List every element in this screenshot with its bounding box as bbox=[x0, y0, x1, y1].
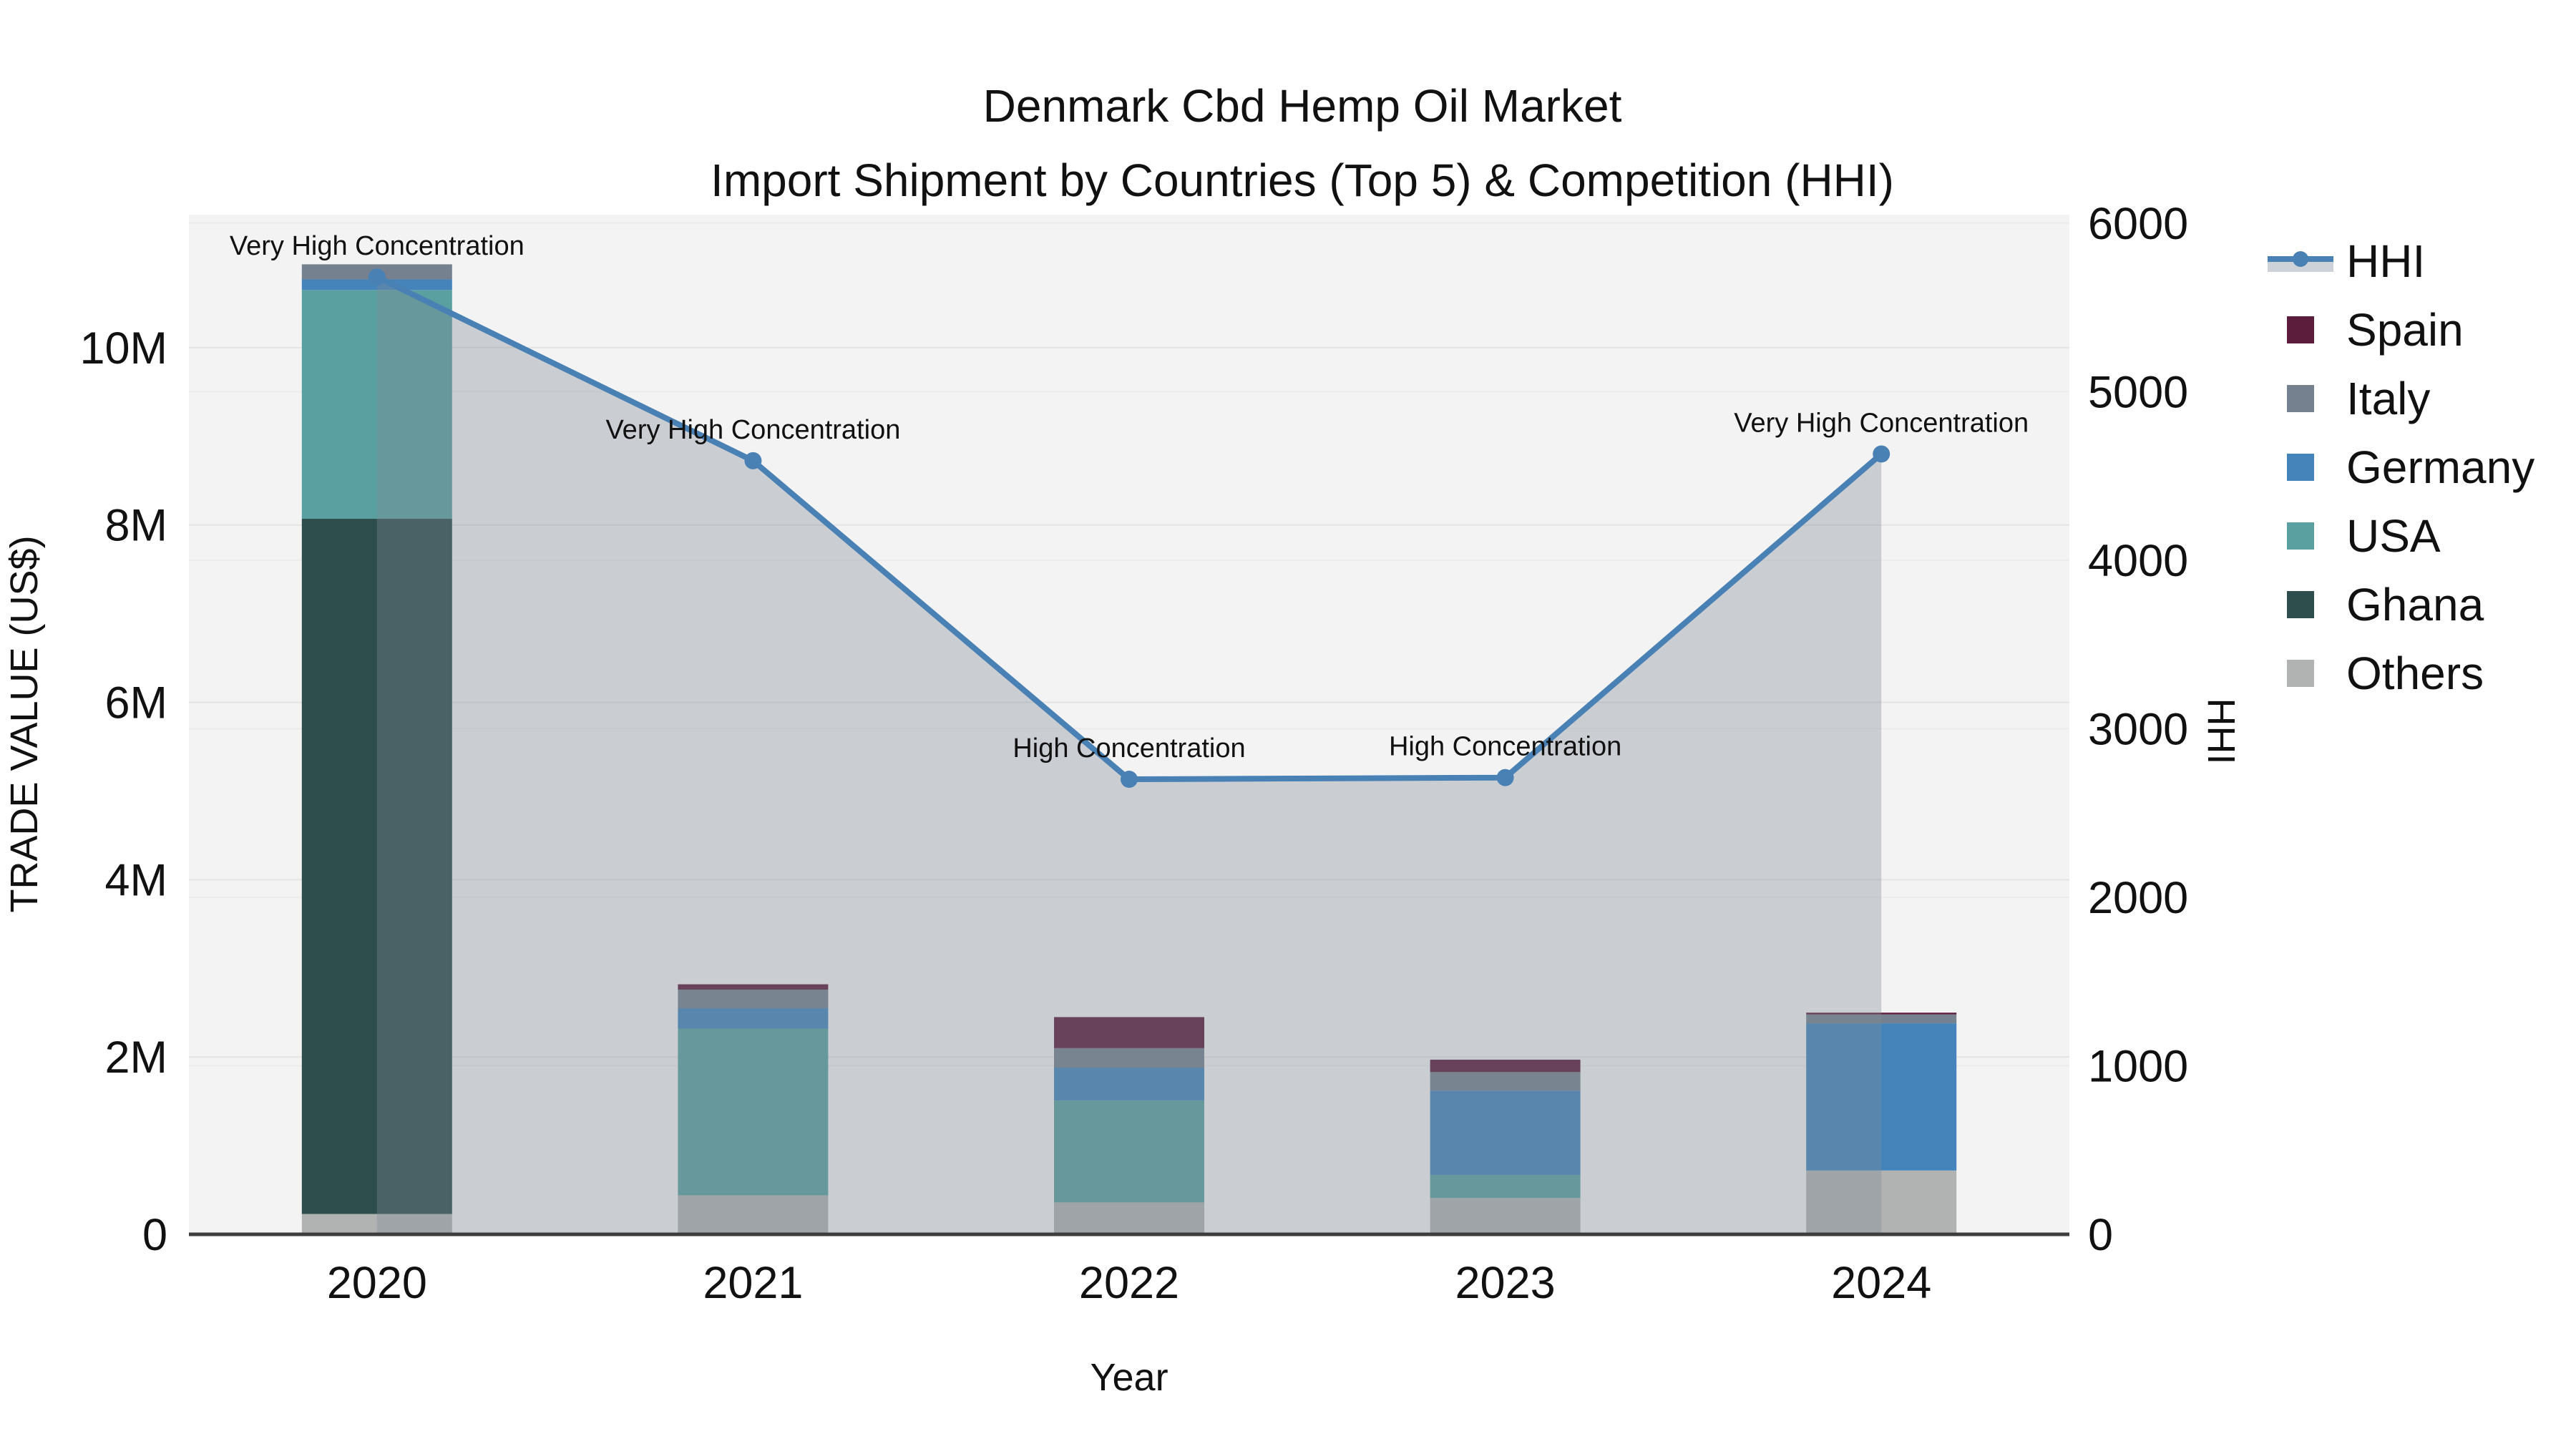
legend-label-others: Others bbox=[2346, 648, 2484, 699]
bar-2023-italy[interactable] bbox=[1430, 1072, 1581, 1091]
legend-item-others[interactable]: Others bbox=[2268, 639, 2534, 708]
annotation-2021: Very High Concentration bbox=[605, 415, 900, 445]
bar-2024-spain[interactable] bbox=[1806, 1013, 1957, 1015]
bar-2022-italy[interactable] bbox=[1054, 1048, 1204, 1068]
bar-2020-others[interactable] bbox=[301, 1214, 452, 1235]
hhi-marker-2021[interactable] bbox=[744, 452, 762, 469]
swatch-icon-spain bbox=[2268, 314, 2333, 346]
bar-2023-germany[interactable] bbox=[1430, 1091, 1581, 1175]
legend-label-germany: Germany bbox=[2346, 441, 2535, 493]
hhi-line-marker-icon bbox=[2268, 245, 2333, 277]
bar-2024-italy[interactable] bbox=[1806, 1014, 1957, 1024]
others-color-swatch bbox=[2287, 660, 2314, 687]
legend-item-hhi[interactable]: HHI bbox=[2268, 227, 2534, 296]
x-tick-2022: 2022 bbox=[1079, 1258, 1179, 1308]
swatch-icon-ghana bbox=[2268, 589, 2333, 620]
bar-2020-ghana[interactable] bbox=[301, 519, 452, 1214]
bar-2023-others[interactable] bbox=[1430, 1198, 1581, 1234]
x-tick-2020: 2020 bbox=[327, 1258, 427, 1308]
legend-item-spain[interactable]: Spain bbox=[2268, 296, 2534, 364]
hhi-marker-2023[interactable] bbox=[1496, 769, 1514, 786]
legend-label-italy: Italy bbox=[2346, 373, 2431, 424]
bar-2021-usa[interactable] bbox=[678, 1028, 829, 1196]
axes-layer: 0 2M 4M 6M 8M 10M 0 1000 2000 3000 4000 5000 6000 202… bbox=[79, 199, 2188, 1308]
bar-2021-italy[interactable] bbox=[678, 990, 829, 1009]
swatch-icon-usa bbox=[2268, 520, 2333, 552]
annotation-2024: Very High Concentration bbox=[1734, 408, 2029, 438]
swatch-icon-others bbox=[2268, 658, 2333, 689]
germany-color-swatch bbox=[2287, 454, 2314, 481]
ghana-color-swatch bbox=[2287, 591, 2314, 618]
spain-color-swatch bbox=[2287, 316, 2314, 343]
legend-item-germany[interactable]: Germany bbox=[2268, 433, 2534, 502]
bar-2024-germany[interactable] bbox=[1806, 1023, 1957, 1171]
bar-2024-others[interactable] bbox=[1806, 1170, 1957, 1234]
annotation-2022: High Concentration bbox=[1013, 733, 1245, 763]
y-right-tick-5000: 5000 bbox=[2088, 367, 2188, 417]
annotation-2023: High Concentration bbox=[1389, 732, 1621, 762]
gridline-layer bbox=[189, 222, 2069, 1067]
y-left-tick-0: 0 bbox=[142, 1210, 167, 1260]
usa-color-swatch bbox=[2287, 522, 2314, 550]
y-right-axis-title: HHI bbox=[2200, 698, 2243, 765]
y-right-tick-6000: 6000 bbox=[2088, 199, 2188, 249]
bar-2023-spain[interactable] bbox=[1430, 1059, 1581, 1073]
annotation-2020: Very High Concentration bbox=[230, 231, 525, 261]
legend-label-hhi: HHI bbox=[2346, 235, 2426, 287]
y-right-tick-4000: 4000 bbox=[2088, 536, 2188, 586]
annotations-layer: Very High Concentration Very High Concent… bbox=[230, 231, 2029, 763]
y-left-tick-4M: 4M bbox=[104, 855, 167, 905]
y-left-tick-2M: 2M bbox=[104, 1033, 167, 1083]
bar-2022-spain[interactable] bbox=[1054, 1017, 1204, 1048]
y-left-axis-title: TRADE VALUE (US$) bbox=[3, 535, 46, 912]
italy-color-swatch bbox=[2287, 385, 2314, 412]
y-left-tick-6M: 6M bbox=[104, 678, 167, 728]
swatch-icon-italy bbox=[2268, 383, 2333, 414]
bar-2021-germany[interactable] bbox=[678, 1008, 829, 1029]
legend: HHI Spain Italy Germany USA Ghana Others bbox=[2268, 227, 2534, 708]
hhi-line-layer bbox=[368, 268, 1890, 789]
x-tick-2023: 2023 bbox=[1455, 1258, 1556, 1308]
legend-item-ghana[interactable]: Ghana bbox=[2268, 570, 2534, 639]
y-left-tick-10M: 10M bbox=[79, 323, 167, 374]
y-right-tick-2000: 2000 bbox=[2088, 873, 2188, 923]
x-axis-title: Year bbox=[1090, 1356, 1168, 1399]
chart-subtitle: Import Shipment by Countries (Top 5) & C… bbox=[711, 155, 1894, 206]
bar-2022-usa[interactable] bbox=[1054, 1100, 1204, 1203]
x-tick-2024: 2024 bbox=[1831, 1258, 1931, 1308]
hhi-marker-2020[interactable] bbox=[368, 268, 386, 286]
bar-2023-usa[interactable] bbox=[1430, 1174, 1581, 1199]
hhi-marker-2022[interactable] bbox=[1121, 771, 1138, 789]
chart-title: Denmark Cbd Hemp Oil Market bbox=[983, 80, 1622, 132]
bar-2021-others[interactable] bbox=[678, 1195, 829, 1234]
y-left-tick-8M: 8M bbox=[104, 501, 167, 551]
swatch-icon-germany bbox=[2268, 452, 2333, 483]
bar-2021-spain[interactable] bbox=[678, 984, 829, 990]
hhi-marker-2024[interactable] bbox=[1873, 445, 1890, 463]
y-right-tick-0: 0 bbox=[2088, 1210, 2113, 1260]
hhi-area-fill bbox=[376, 277, 1882, 1234]
y-right-tick-1000: 1000 bbox=[2088, 1041, 2188, 1091]
hhi-area-layer bbox=[376, 277, 1882, 1234]
legend-label-ghana: Ghana bbox=[2346, 579, 2484, 630]
legend-label-usa: USA bbox=[2346, 510, 2441, 562]
legend-item-usa[interactable]: USA bbox=[2268, 502, 2534, 570]
bar-2022-others[interactable] bbox=[1054, 1202, 1204, 1234]
bar-2022-germany[interactable] bbox=[1054, 1068, 1204, 1101]
bar-2020-usa[interactable] bbox=[301, 290, 452, 519]
legend-label-spain: Spain bbox=[2346, 304, 2464, 356]
bars-layer bbox=[301, 264, 1957, 1235]
legend-item-italy[interactable]: Italy bbox=[2268, 364, 2534, 433]
y-right-tick-3000: 3000 bbox=[2088, 704, 2188, 754]
x-tick-2021: 2021 bbox=[703, 1258, 803, 1308]
